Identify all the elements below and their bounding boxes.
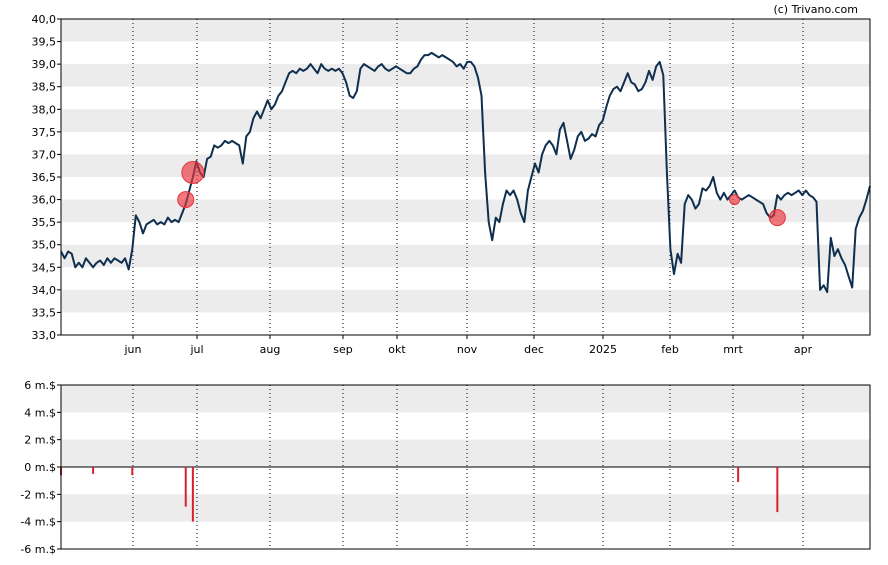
flow-y-tick-label: 0 m.$ (24, 461, 56, 474)
price-y-tick-labels: 33,0 33,5 34,0 34,5 35,0 35,5 36,0 36,5 37,0 37,5… (32, 13, 57, 342)
flow-y-tick-label: 4 m.$ (24, 406, 56, 419)
flow-y-tick-label: -4 m.$ (20, 516, 56, 529)
flow-band (61, 494, 870, 522)
chart-axes (57, 18, 871, 550)
price-y-tick-label: 36,0 (32, 194, 57, 207)
flow-band (61, 385, 870, 413)
trade-markers (177, 160, 786, 227)
trade-marker (177, 191, 195, 209)
flow-grid-bands (61, 385, 870, 522)
flow-y-tick-label: -6 m.$ (20, 543, 56, 556)
price-y-tick-label: 34,5 (32, 261, 57, 274)
x-tick-label: 2025 (589, 343, 617, 356)
price-grid-bands (61, 19, 870, 313)
price-y-tick-label: 34,0 (32, 284, 57, 297)
x-tick-label: apr (794, 343, 813, 356)
price-band (61, 64, 870, 87)
x-tick-label: okt (388, 343, 406, 356)
price-y-tick-label: 36,5 (32, 171, 57, 184)
flow-band (61, 439, 870, 467)
price-y-tick-label: 33,0 (32, 329, 57, 342)
x-tick-labels: jun jul aug sep okt nov dec 2025 feb mrt apr (124, 343, 813, 356)
price-band (61, 19, 870, 42)
x-tick-label: sep (333, 343, 352, 356)
trade-marker (768, 209, 786, 227)
x-tick-label: dec (524, 343, 544, 356)
price-y-tick-label: 33,5 (32, 306, 57, 319)
x-tick-label: feb (661, 343, 679, 356)
price-y-tick-label: 38,0 (32, 103, 57, 116)
copyright-label: (c) Trivano.com (773, 3, 858, 16)
price-y-tick-label: 38,5 (32, 81, 57, 94)
trade-marker (181, 160, 205, 184)
x-tick-label: mrt (723, 343, 743, 356)
price-y-tick-label: 35,5 (32, 216, 57, 229)
price-y-tick-label: 37,5 (32, 126, 57, 139)
trade-marker (729, 194, 741, 206)
price-band (61, 289, 870, 313)
price-y-tick-label: 37,0 (32, 148, 57, 161)
flow-y-tick-label: 6 m.$ (24, 379, 56, 392)
x-tick-label: jul (189, 343, 203, 356)
flow-y-tick-label: 2 m.$ (24, 434, 56, 447)
price-band (61, 244, 870, 268)
price-y-tick-label: 35,0 (32, 239, 57, 252)
price-y-tick-label: 40,0 (32, 13, 57, 26)
x-tick-label: jun (124, 343, 142, 356)
flow-y-tick-label: -2 m.$ (20, 488, 56, 501)
x-tick-label: nov (457, 343, 478, 356)
price-y-tick-label: 39,0 (32, 58, 57, 71)
flow-y-tick-labels: -6 m.$ -4 m.$ -2 m.$ 0 m.$ 2 m.$ 4 m.$ 6 m.$ (20, 379, 56, 556)
price-band (61, 109, 870, 132)
price-y-tick-label: 39,5 (32, 36, 57, 49)
month-grid-lines (132, 19, 804, 549)
x-tick-label: aug (260, 343, 281, 356)
